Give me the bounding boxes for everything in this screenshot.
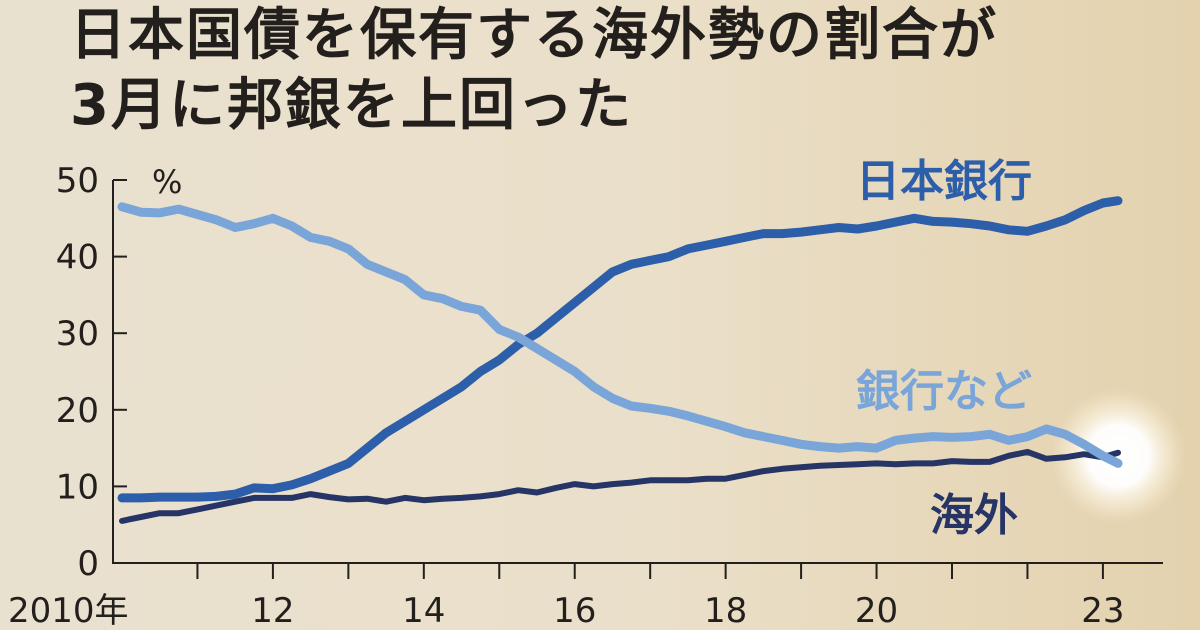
series-line-banks <box>117 202 1123 468</box>
x-tick-label: 18 <box>704 591 747 630</box>
chart-title-line-2: 3月に邦銀を上回った <box>70 73 633 138</box>
x-tick-label: 12 <box>251 591 294 630</box>
x-tick-label: 14 <box>402 591 445 630</box>
y-tick-label: 40 <box>56 238 99 278</box>
series-label-boj: 日本銀行 <box>856 156 1032 207</box>
series-label-banks: 銀行など <box>856 366 1032 417</box>
y-tick-label: 30 <box>56 314 99 354</box>
highlight-glow <box>1050 388 1186 524</box>
x-tick-label: 20 <box>855 591 898 630</box>
y-unit-label: % <box>152 163 182 201</box>
x-tick-label: 2010年 <box>8 591 129 630</box>
series-line-overseas <box>119 448 1121 524</box>
y-tick-label: 20 <box>56 391 99 431</box>
series-line-boj <box>117 196 1123 503</box>
chart-title-line-1: 日本国債を保有する海外勢の割合が <box>70 3 998 68</box>
y-tick-label: 10 <box>56 467 99 507</box>
x-tick-label: 16 <box>553 591 596 630</box>
series-label-overseas: 海外 <box>930 490 1018 541</box>
y-tick-label: 50 <box>56 161 99 201</box>
x-tick-label: 23 <box>1081 591 1124 630</box>
y-tick-label: 0 <box>77 544 99 584</box>
